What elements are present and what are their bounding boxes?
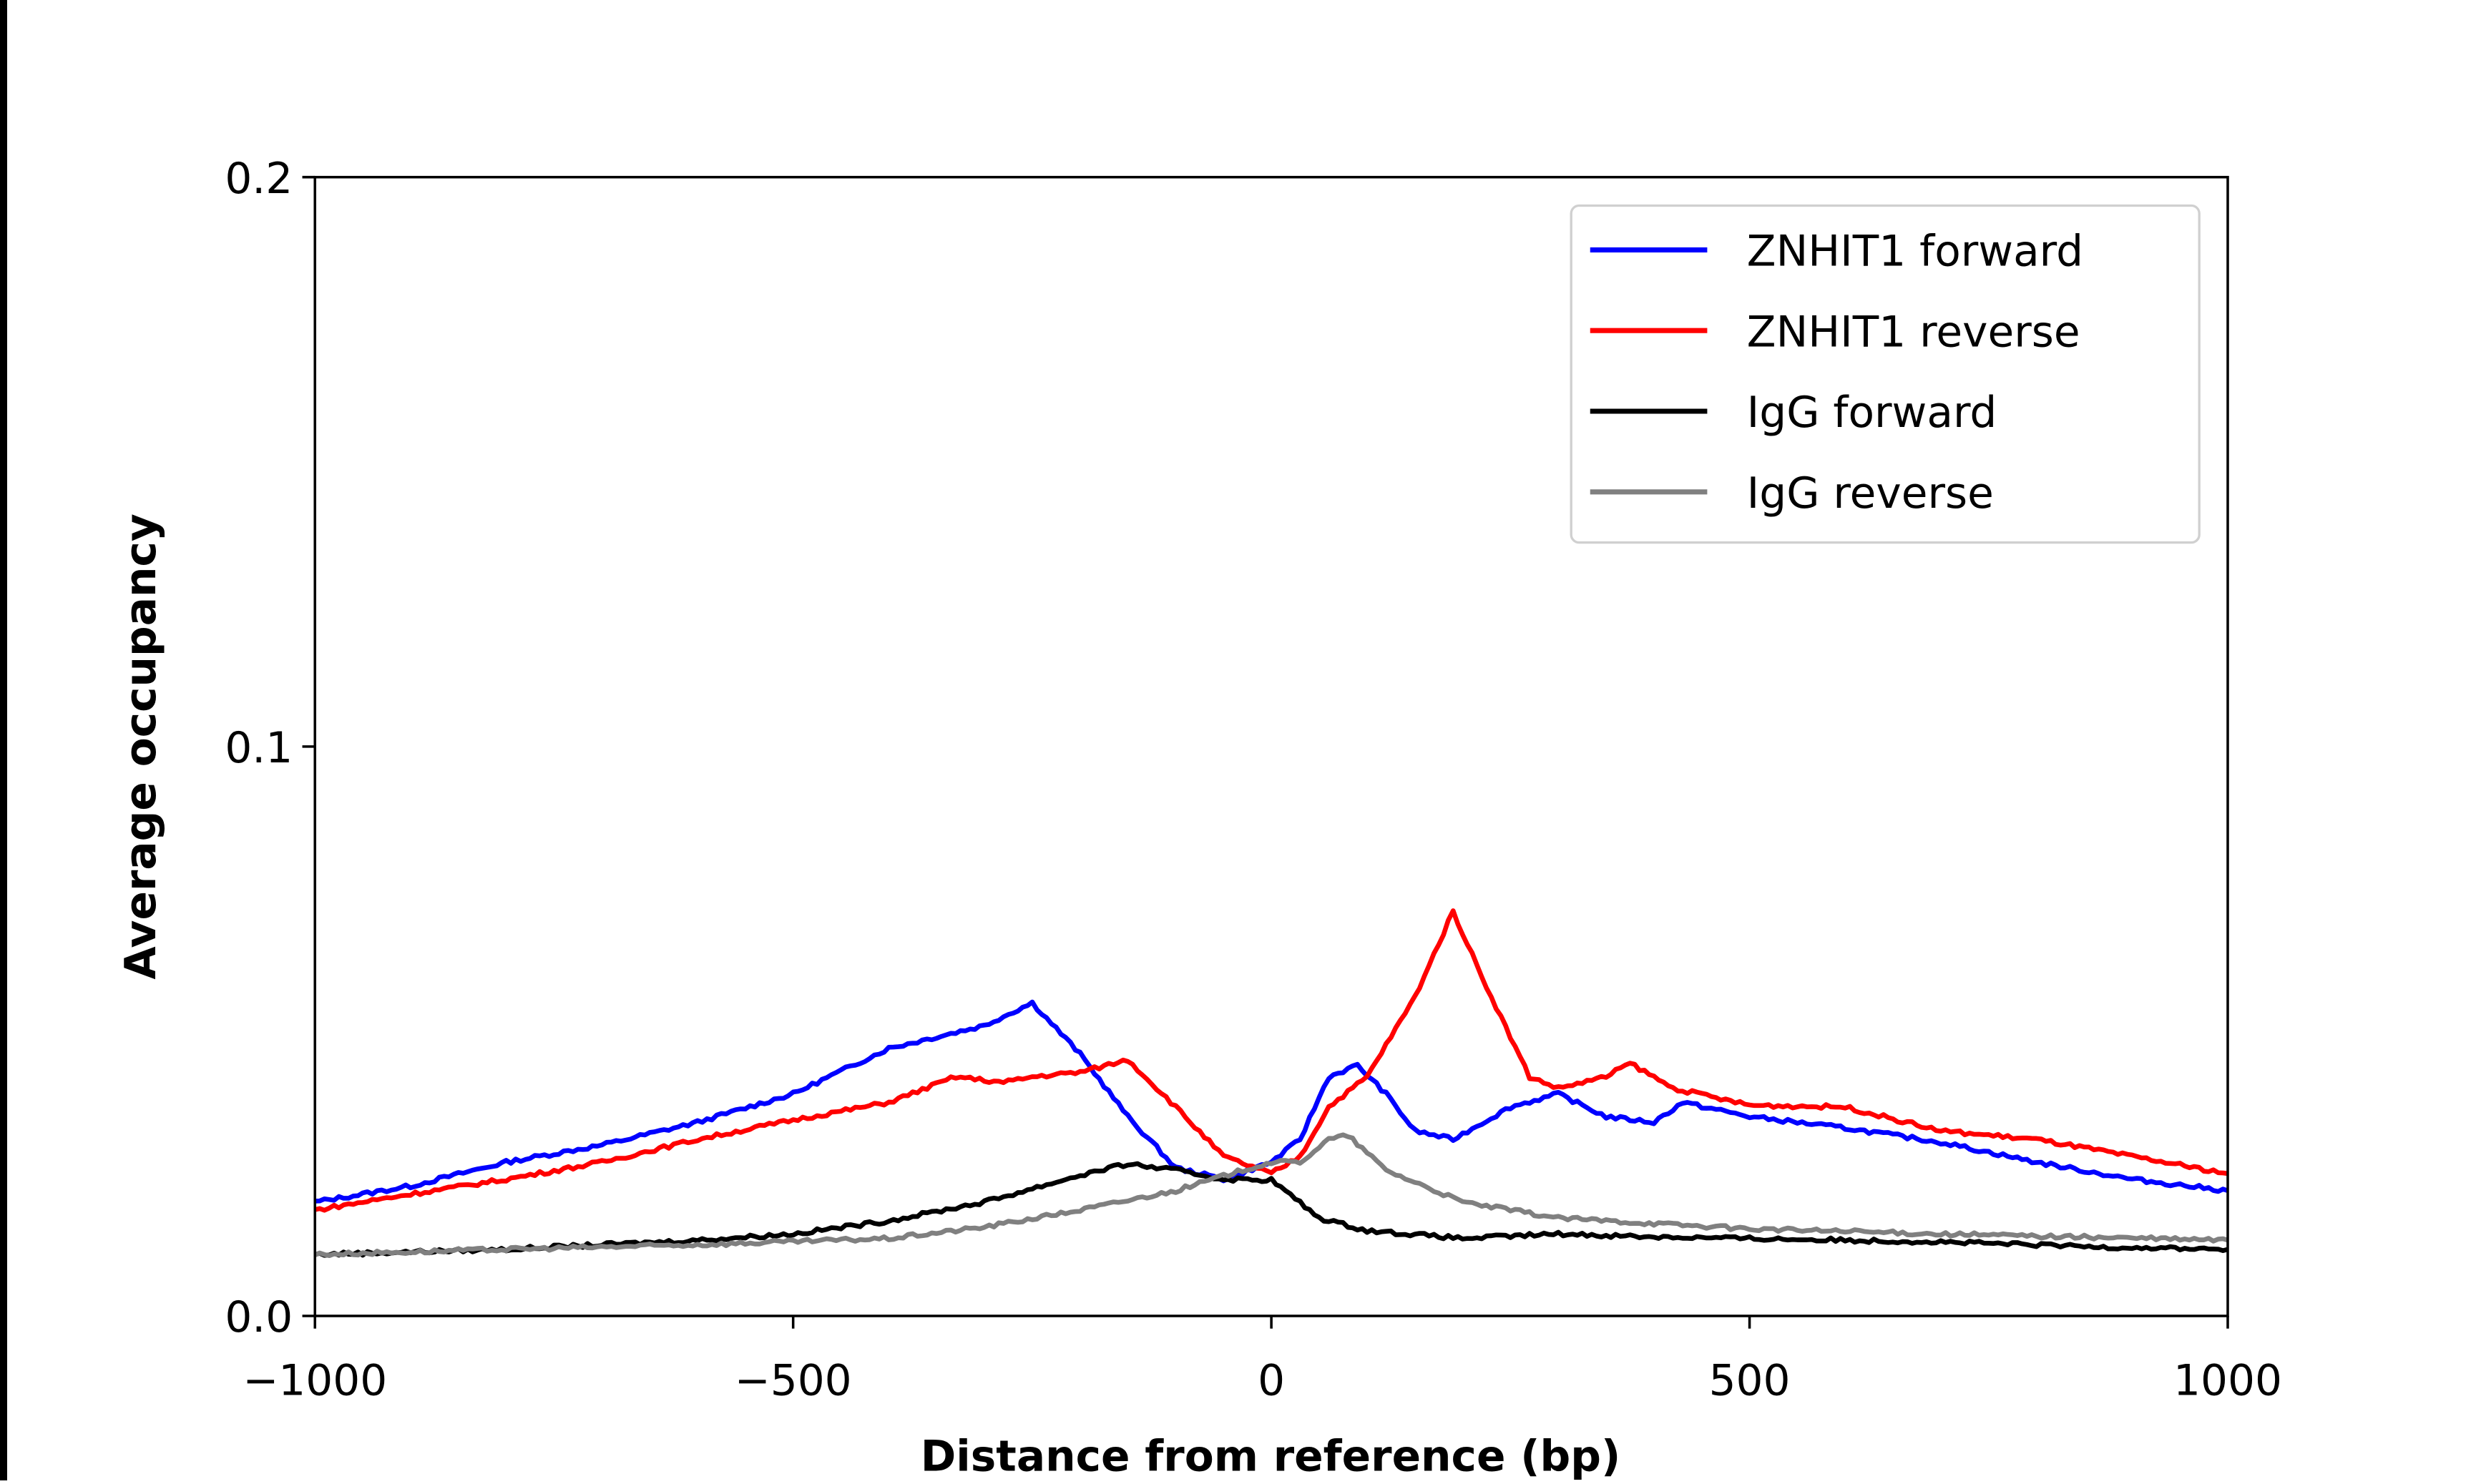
x-axis: −1000 −500 0 500 1000 — [243, 1316, 2282, 1406]
legend-label-znhit1-reverse: ZNHIT1 reverse — [1747, 308, 2080, 357]
y-axis: 0.0 0.1 0.2 — [225, 154, 315, 1342]
x-tick-label: −1000 — [243, 1357, 387, 1406]
series-lines — [313, 908, 2229, 1259]
legend-label-znhit1-forward: ZNHIT1 forward — [1747, 227, 2083, 277]
y-tick-label: 0.2 — [225, 154, 293, 204]
x-axis-label: Distance from reference (bp) — [921, 1433, 1621, 1480]
x-tick-label: 1000 — [2173, 1357, 2282, 1406]
y-tick-label: 0.0 — [225, 1293, 293, 1342]
series-line-igg-forward — [314, 1161, 2228, 1258]
legend: ZNHIT1 forward ZNHIT1 reverse IgG forward I… — [1570, 204, 2201, 544]
series-line-igg-reverse — [313, 1132, 2228, 1259]
legend-box — [1570, 204, 2201, 544]
legend-label-igg-reverse: IgG reverse — [1747, 469, 1994, 519]
x-tick-label: −500 — [735, 1357, 852, 1406]
legend-label-igg-forward: IgG forward — [1747, 388, 1997, 438]
left-border — [0, 0, 7, 1480]
series-line-znhit1-reverse — [314, 908, 2228, 1213]
y-axis-label: Average occupancy — [117, 513, 166, 979]
x-tick-label: 500 — [1709, 1357, 1791, 1406]
y-tick-label: 0.1 — [225, 724, 293, 773]
x-tick-label: 0 — [1258, 1357, 1285, 1406]
